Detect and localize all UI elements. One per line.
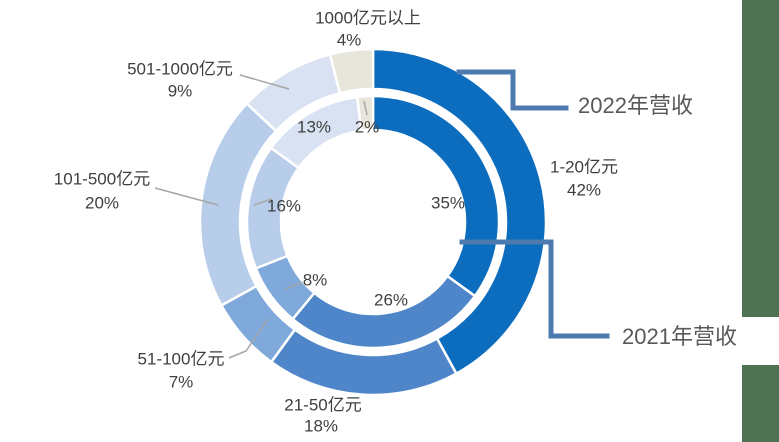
label-21-50-name: 21-50亿元 (284, 395, 362, 415)
callout-bracket-2022 (456, 69, 569, 111)
label-51-100-outer-pct: 7% (168, 372, 194, 392)
label-51-100-inner-pct: 8% (302, 270, 328, 290)
label-1-20-name: 1-20亿元 (549, 157, 619, 177)
label-21-50-inner-pct: 26% (373, 290, 409, 310)
label-21-50-outer-pct: 18% (303, 416, 339, 436)
label-101-500-outer-pct: 20% (84, 193, 120, 213)
leader-line-inner-2pct (363, 100, 368, 116)
leader-lines (154, 74, 368, 359)
leader-line-501-1000 (239, 74, 290, 90)
green-accent-bar-bottom (742, 365, 779, 442)
donut-rings (198, 47, 548, 397)
label-501-1000-inner-pct: 13% (296, 117, 332, 137)
label-101-500-inner-pct: 16% (266, 196, 302, 216)
label-1-20-inner-pct: 35% (430, 193, 466, 213)
series-title-2021: 2021年营收 (622, 324, 737, 349)
leader-line-inner-8pct (285, 281, 303, 290)
leader-line-51-100 (228, 318, 269, 359)
label-1000plus-outer-pct: 4% (336, 30, 362, 50)
label-101-500-name: 101-500亿元 (53, 169, 151, 189)
label-501-1000-name: 501-1000亿元 (127, 59, 233, 79)
label-501-1000-outer-pct: 9% (167, 81, 193, 101)
label-51-100-name: 51-100亿元 (137, 349, 225, 369)
green-accent-bar-top (742, 0, 779, 317)
leader-line-inner-16pct (253, 198, 273, 206)
label-1000plus-inner-pct: 2% (354, 117, 380, 137)
leader-line-101-500 (154, 187, 219, 206)
label-1000plus-name: 1000亿元以上 (315, 8, 421, 28)
donut-segment-inner-5[interactable] (355, 94, 375, 132)
donut-segment-outer-0[interactable] (371, 47, 548, 375)
callout-bracket-2021 (459, 239, 610, 339)
label-1-20-outer-pct: 42% (566, 180, 602, 200)
series-title-2022: 2022年营收 (578, 93, 693, 118)
donut-segment-outer-5[interactable] (328, 47, 375, 95)
series-callout-brackets (456, 69, 610, 339)
